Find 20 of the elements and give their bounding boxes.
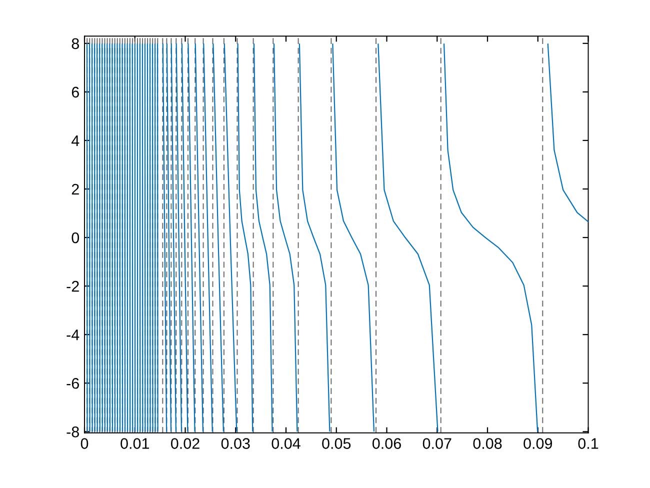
y-tick-label: 0 xyxy=(72,232,80,244)
x-tick-label: 0.01 xyxy=(120,438,149,449)
y-tick-label: -8 xyxy=(66,426,79,438)
x-tick-label: 0.07 xyxy=(422,438,452,449)
y-tick-label: 6 xyxy=(72,86,79,98)
y-tick-label: 2 xyxy=(72,184,79,195)
x-tick-label: 0.04 xyxy=(272,438,300,449)
y-tick-label: -6 xyxy=(66,378,79,389)
y-tick-label: -4 xyxy=(66,330,80,340)
x-tick-label: 0.09 xyxy=(524,438,552,449)
y-tick-label: 8 xyxy=(72,38,79,50)
x-tick-label: 0.03 xyxy=(221,438,250,449)
x-tick-label: 0.05 xyxy=(322,438,351,449)
x-tick-label: 0.02 xyxy=(170,438,200,449)
y-tick-label: -2 xyxy=(66,280,79,292)
x-tick-label: 0 xyxy=(80,438,88,449)
x-tick-label: 0.06 xyxy=(372,438,401,449)
y-tick-label: 4 xyxy=(71,135,80,146)
x-tick-label: 0.1 xyxy=(578,438,598,449)
x-tick-label: 0.08 xyxy=(473,438,502,449)
